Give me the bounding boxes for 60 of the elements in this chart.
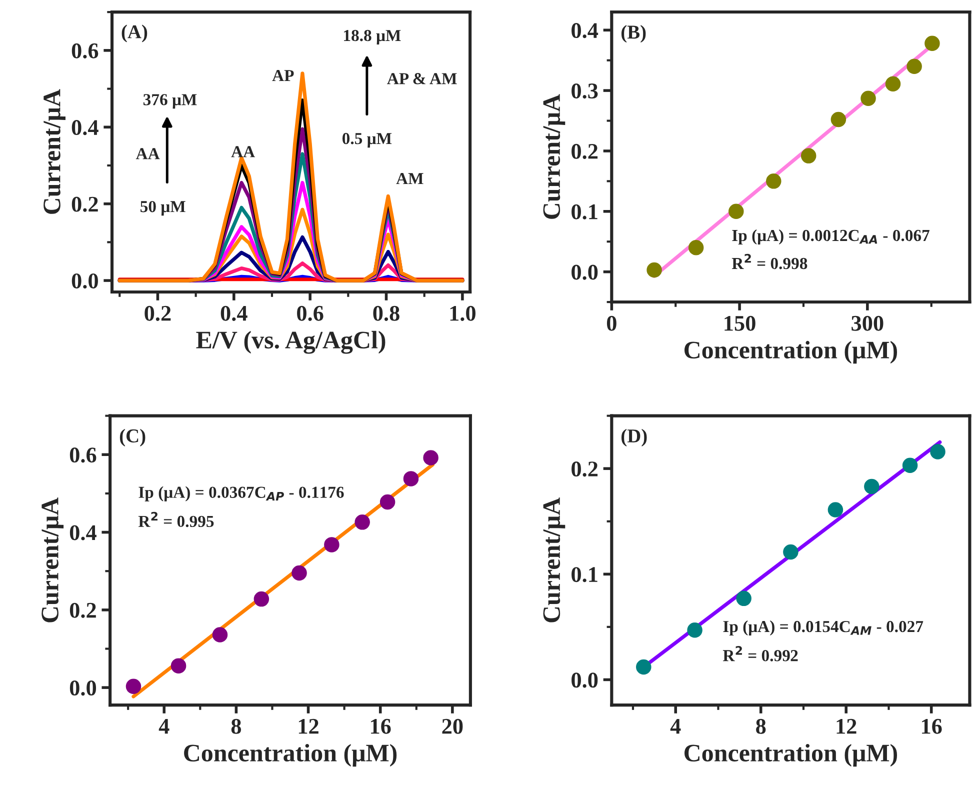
y-axis-title: Current/μA xyxy=(543,497,566,622)
annotation: AP xyxy=(272,70,294,82)
y-axis-title: Current/μA xyxy=(543,94,566,219)
text: (D) xyxy=(621,428,647,446)
x-tick-label: 0.8 xyxy=(373,306,400,321)
annotation: 376 μM xyxy=(143,94,197,109)
x-axis-title: E/V (vs. Ag/AgCl) xyxy=(196,330,386,354)
annotation: AA xyxy=(231,146,255,158)
annotation: 18.8 μM xyxy=(344,30,401,45)
x-tick-label: 1.0 xyxy=(450,306,476,321)
x-tick-label: 8 xyxy=(756,718,766,734)
x-tick-label: 0.2 xyxy=(144,306,171,321)
text: (B) xyxy=(621,25,646,43)
y-tick-label: 0.2 xyxy=(572,144,598,159)
y-tick-label: 0.2 xyxy=(572,462,598,477)
y-tick-label: 0.1 xyxy=(572,204,598,220)
x-axis-title: Concentration (μM) xyxy=(684,340,898,364)
annotation: R$^{2}$ = 0.992 xyxy=(722,646,798,662)
y-tick-label: 0.4 xyxy=(70,525,96,540)
x-axis-title: Concentration (μM) xyxy=(184,744,397,767)
text: (A) xyxy=(122,24,148,42)
x-axis-title: Concentration (μM) xyxy=(684,744,898,767)
annotation: AA xyxy=(136,148,160,160)
x-tick-label: 0.4 xyxy=(220,306,248,321)
y-tick-label: 0.0 xyxy=(72,273,98,289)
y-tick-label: 0.6 xyxy=(72,43,98,58)
y-tick-label: 0.4 xyxy=(572,23,598,38)
x-tick-label: 150 xyxy=(724,316,756,331)
annotation: Ip (μA) = 0.0367C$_{AP}$ - 0.1176 xyxy=(138,486,344,502)
x-tick-label: 12 xyxy=(298,718,318,734)
y-axis-title: Current/μA xyxy=(42,497,64,622)
x-tick-label: 0 xyxy=(606,316,616,331)
x-tick-label: 8 xyxy=(231,718,242,734)
y-tick-label: 0.1 xyxy=(572,567,598,582)
annotation: AM xyxy=(396,173,424,184)
x-tick-label: 4 xyxy=(670,719,681,734)
y-tick-label: 0.2 xyxy=(72,196,98,212)
y-tick-label: 0.0 xyxy=(70,680,96,696)
x-tick-label: 16 xyxy=(371,718,391,734)
annotation: Ip (μA) = 0.0012C$_{AA}$ - 0.067 xyxy=(732,229,930,244)
annotation: AP & AM xyxy=(387,73,457,84)
x-tick-label: 20 xyxy=(442,718,463,734)
annotation: R$^{2}$ = 0.998 xyxy=(732,254,808,270)
y-tick-label: 0.2 xyxy=(70,602,96,618)
y-tick-label: 0.3 xyxy=(572,83,598,99)
annotation: 0.5 μM xyxy=(342,132,392,148)
x-tick-label: 300 xyxy=(852,316,884,331)
x-tick-label: 4 xyxy=(158,719,170,734)
text: (C) xyxy=(120,428,146,446)
x-tick-label: 16 xyxy=(922,718,942,734)
y-axis-title: Current/μA xyxy=(44,89,66,214)
y-tick-label: 0.4 xyxy=(72,120,98,136)
annotation: R$^{2}$ = 0.995 xyxy=(138,512,214,528)
y-tick-label: 0.6 xyxy=(70,448,96,463)
x-tick-label: 12 xyxy=(836,718,856,734)
annotation: 50 μM xyxy=(140,200,186,216)
y-tick-label: 0.0 xyxy=(572,672,598,688)
y-tick-label: 0.0 xyxy=(572,264,598,280)
x-tick-label: 0.6 xyxy=(297,306,324,321)
annotation: Ip (μA) = 0.0154C$_{AM}$ - 0.027 xyxy=(723,620,924,636)
